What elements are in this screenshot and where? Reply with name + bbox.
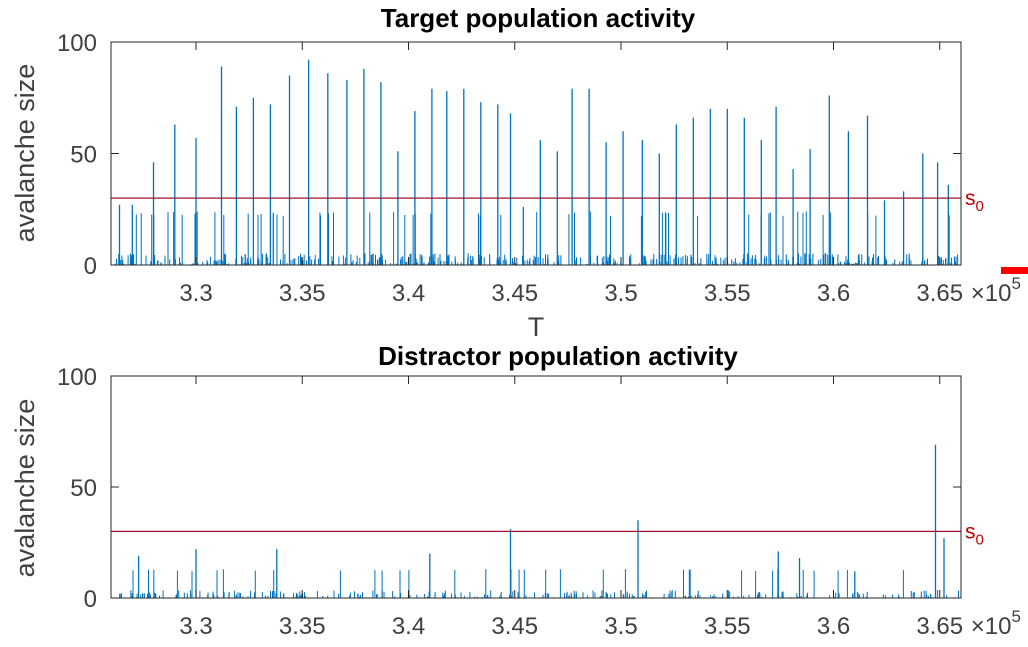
- y-tick-label: 50: [70, 142, 97, 169]
- x-tick-label: 3.3: [179, 280, 212, 307]
- threshold-label: s0: [965, 520, 984, 548]
- noise-spikes: [116, 569, 959, 598]
- x-tick-label: 3.6: [817, 280, 850, 307]
- x-exponent-label: ×105: [971, 274, 1021, 307]
- axes-box: [110, 375, 962, 599]
- y-tick-label: 0: [84, 253, 97, 280]
- x-tick-label: 3.65: [916, 613, 963, 640]
- x-tick-label: 3.3: [179, 613, 212, 640]
- x-tick-label: 3.35: [279, 613, 326, 640]
- red-marker: [1001, 267, 1028, 274]
- x-tick-label: 3.6: [817, 613, 850, 640]
- distractor-activity-panel: Distractor population activity avalanche…: [10, 341, 1021, 640]
- axes-box: [110, 41, 962, 266]
- y-axis-label: avalanche size: [10, 399, 40, 578]
- x-exponent: 5: [1011, 274, 1020, 293]
- x-axis-label: T: [528, 312, 545, 342]
- threshold-subscript: 0: [976, 531, 984, 548]
- y-axis-label: avalanche size: [10, 64, 40, 243]
- threshold-label: s0: [965, 187, 984, 215]
- x-exponent: 5: [1011, 607, 1020, 626]
- x-tick-label: 3.4: [392, 280, 425, 307]
- x-exponent-label: ×105: [971, 607, 1021, 640]
- target-activity-panel: Target population activity avalanche siz…: [10, 3, 1028, 342]
- noise-spikes: [114, 211, 959, 265]
- chart-title: Distractor population activity: [378, 341, 738, 371]
- chart-title: Target population activity: [381, 3, 696, 33]
- x-tick-label: 3.65: [916, 280, 963, 307]
- x-tick-label: 3.55: [704, 613, 751, 640]
- y-tick-label: 100: [57, 30, 97, 57]
- x-tick-label: 3.5: [604, 613, 637, 640]
- x-tick-label: 3.55: [704, 280, 751, 307]
- x-tick-label: 3.45: [491, 613, 538, 640]
- y-tick-label: 100: [57, 364, 97, 391]
- x-tick-label: 3.45: [491, 280, 538, 307]
- x-tick-label: 3.5: [604, 280, 637, 307]
- x-tick-label: 3.4: [392, 613, 425, 640]
- x-tick-label: 3.35: [279, 280, 326, 307]
- y-tick-label: 0: [84, 586, 97, 613]
- y-tick-label: 50: [70, 475, 97, 502]
- threshold-subscript: 0: [976, 198, 984, 215]
